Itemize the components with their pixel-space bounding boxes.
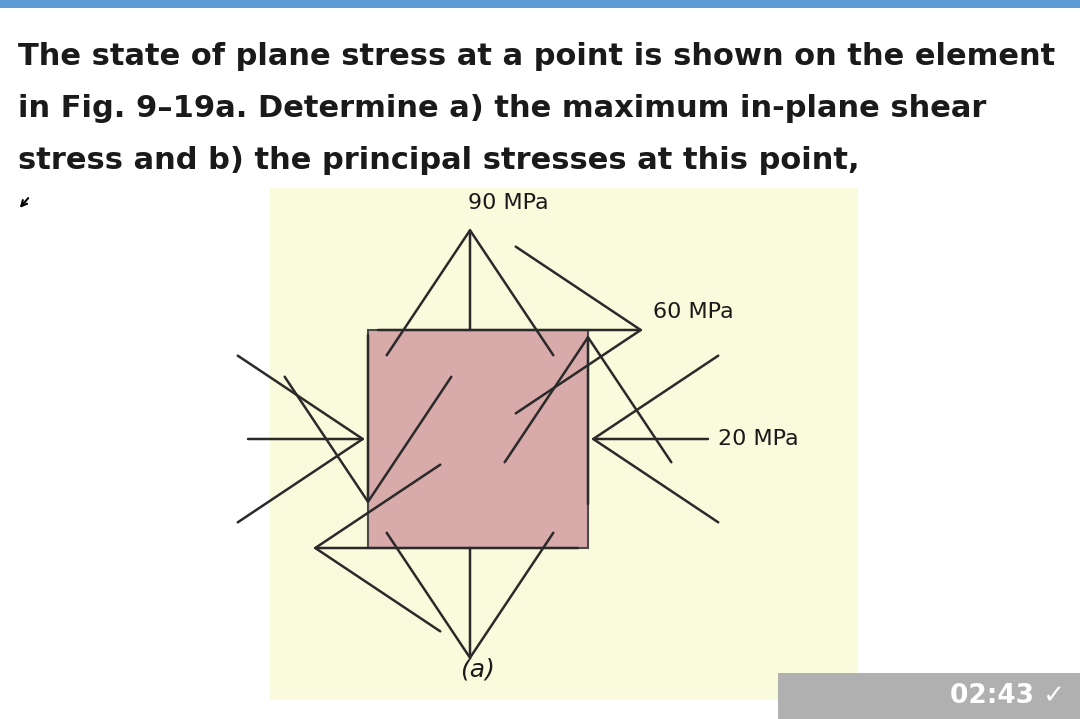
Text: 60 MPa: 60 MPa (653, 302, 733, 322)
Text: The state of plane stress at a point is shown on the element: The state of plane stress at a point is … (18, 42, 1055, 71)
Bar (778, 673, 1080, 719)
Text: in Fig. 9–19a. Determine a) the maximum in-plane shear: in Fig. 9–19a. Determine a) the maximum … (18, 94, 986, 123)
Bar (0, 0, 1080, 8)
Text: (a): (a) (460, 658, 496, 682)
Bar (368, 330, 588, 548)
Text: stress and b) the principal stresses at this point,: stress and b) the principal stresses at … (18, 146, 860, 175)
Text: 20 MPa: 20 MPa (718, 429, 798, 449)
Text: 02:43 ✓: 02:43 ✓ (949, 683, 1065, 709)
Bar (270, 188, 858, 700)
Text: 90 MPa: 90 MPa (468, 193, 549, 213)
